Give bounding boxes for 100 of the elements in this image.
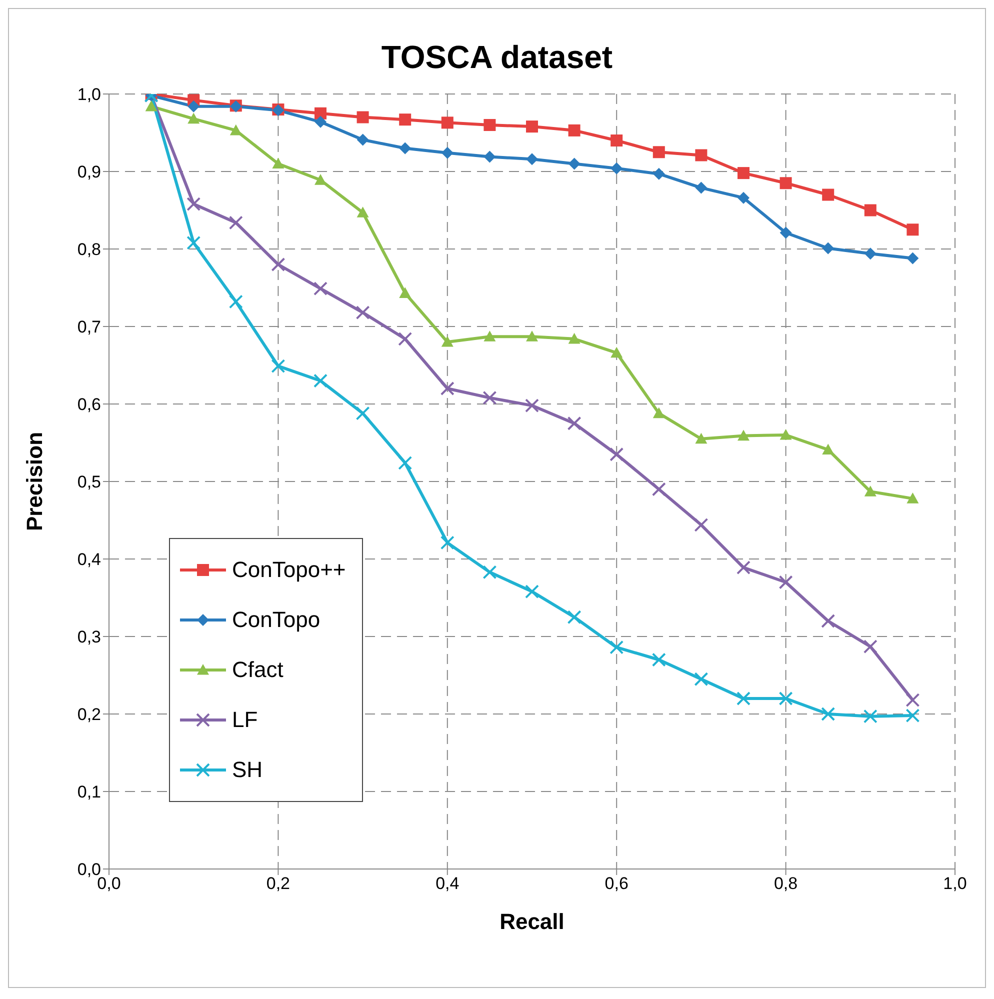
chart-title: TOSCA dataset (380, 38, 614, 77)
point (736, 560, 750, 575)
point (399, 114, 412, 126)
point (695, 432, 708, 444)
point (525, 398, 539, 413)
point (356, 306, 370, 320)
legend-label: LF (232, 707, 258, 733)
legend-label: Cfact (232, 657, 284, 683)
x-tick-label: 0,6 (604, 874, 628, 894)
legend-label: ConTopo++ (232, 557, 346, 583)
point (356, 111, 369, 124)
point (356, 134, 369, 146)
x-tick-label: 1,0 (943, 874, 967, 894)
point (780, 429, 792, 440)
point (484, 150, 496, 163)
y-tick-label: 0,3 (77, 628, 101, 647)
legend-label: ConTopo (232, 607, 320, 633)
point (441, 336, 454, 347)
point (780, 226, 792, 239)
point (228, 294, 243, 309)
point (314, 116, 326, 128)
point (188, 100, 200, 112)
point (484, 119, 496, 131)
point (526, 330, 538, 342)
point (568, 124, 580, 136)
point (186, 236, 201, 250)
point (482, 390, 497, 405)
point (652, 482, 666, 496)
point (145, 100, 158, 112)
point (356, 206, 369, 218)
point (399, 287, 412, 298)
y-tick-label: 1,0 (77, 85, 101, 104)
point (610, 346, 623, 358)
y-tick-label: 0,5 (77, 472, 101, 492)
point (652, 168, 665, 180)
y-axis-title: Precision (22, 432, 47, 532)
point (272, 158, 284, 169)
point (652, 146, 665, 158)
point (821, 707, 836, 721)
point (821, 614, 836, 628)
x-tick-label: 0,0 (97, 874, 121, 894)
point (526, 153, 538, 166)
point (610, 640, 624, 654)
point (314, 374, 328, 388)
point (738, 430, 750, 441)
y-tick-label: 0,4 (77, 550, 101, 570)
point (440, 536, 454, 550)
point (822, 242, 834, 254)
x-tick-label: 0,8 (774, 874, 798, 894)
point (863, 640, 878, 654)
x-tick-label: 0,4 (436, 874, 460, 894)
y-tick-label: 0,9 (77, 162, 101, 182)
point (230, 124, 242, 136)
point (399, 142, 412, 154)
point (188, 112, 200, 124)
point (695, 149, 708, 162)
point (441, 116, 454, 129)
point (694, 518, 708, 532)
x-tick-label: 0,2 (266, 874, 290, 894)
point (736, 692, 750, 706)
point (906, 492, 919, 504)
point (314, 107, 326, 120)
point (441, 146, 454, 159)
y-tick-label: 0,8 (77, 240, 101, 260)
point (567, 416, 582, 430)
point (271, 359, 286, 374)
point (906, 252, 919, 264)
point (567, 610, 582, 624)
point (482, 565, 497, 580)
point (610, 447, 624, 462)
y-tick-label: 0,6 (77, 395, 101, 414)
point (440, 382, 454, 396)
point (864, 486, 876, 496)
point (398, 332, 412, 346)
point (398, 456, 412, 470)
point (484, 330, 496, 342)
point (695, 182, 708, 194)
y-tick-label: 0,7 (77, 318, 101, 337)
point (652, 407, 665, 418)
point (822, 188, 834, 201)
point (778, 692, 793, 706)
point (738, 167, 750, 180)
point (906, 708, 920, 723)
point (694, 672, 708, 686)
point (356, 406, 370, 420)
point (525, 584, 539, 599)
point (864, 204, 876, 216)
point (314, 282, 328, 296)
point (906, 224, 919, 236)
point (906, 693, 920, 708)
point (780, 177, 792, 190)
legend-label: SH (232, 757, 263, 783)
point (610, 162, 623, 174)
x-axis-title: Recall (500, 909, 564, 934)
point (863, 709, 878, 724)
y-tick-label: 0,1 (77, 782, 101, 802)
point (526, 120, 538, 133)
point (568, 332, 580, 344)
point (314, 174, 326, 185)
point (822, 444, 834, 455)
